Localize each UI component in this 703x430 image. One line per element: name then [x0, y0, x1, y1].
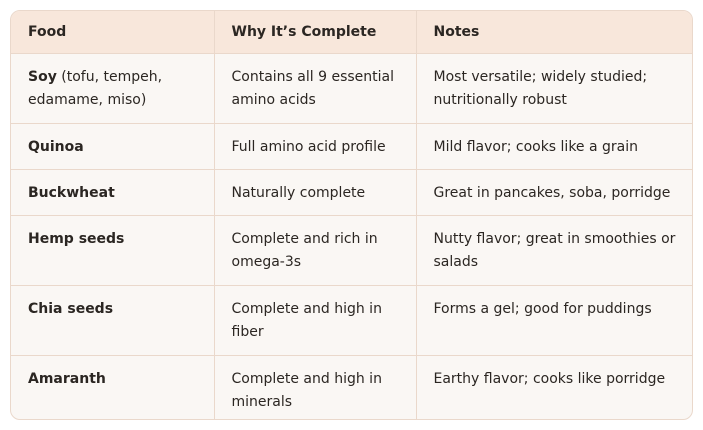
why-cell: Complete and high in minerals	[214, 355, 417, 419]
food-cell: Chia seeds	[11, 285, 215, 356]
notes-cell: Nutty flavor; great in smoothies or sala…	[416, 215, 692, 286]
header-row: Food Why It’s Complete Notes	[11, 11, 692, 54]
why-cell: Contains all 9 essential amino acids	[214, 53, 417, 124]
header-cell: Notes	[416, 11, 692, 54]
table-row: Quinoa Full amino acid profile Mild flavor…	[11, 123, 692, 170]
notes-cell: Earthy flavor; cooks like porridge	[433, 371, 666, 387]
why-cell: Naturally complete	[214, 169, 417, 216]
food-name: Soy	[28, 69, 57, 85]
food-cell: Soy (tofu, tempeh, edamame, miso)	[11, 53, 215, 124]
notes-cell: Great in pancakes, soba, porridge	[416, 169, 692, 216]
food-name: Amaranth	[28, 371, 106, 387]
table-row: Chia seeds Complete and high in fiber Form…	[11, 285, 692, 356]
food-name: Hemp seeds	[28, 231, 125, 247]
header-cell: Why It’s Complete	[214, 11, 417, 54]
table-body: Soy (tofu, tempeh, edamame, miso) Contain…	[11, 53, 692, 419]
food-name: Chia seeds	[28, 301, 114, 317]
header-cell: Food	[11, 11, 215, 54]
table-card: Food Why It’s Complete Notes Soy (tofu, te…	[10, 10, 693, 420]
food-cell: Hemp seeds	[11, 215, 215, 286]
why-cell: Complete and rich in omega-3s	[214, 215, 417, 286]
table-row: Hemp seeds Complete and rich in omega-3s N…	[11, 215, 692, 286]
table-row: Soy (tofu, tempeh, edamame, miso) Contain…	[11, 53, 692, 124]
notes-cell: Mild flavor; cooks like a grain	[416, 123, 692, 170]
food-name: Buckwheat	[28, 185, 115, 201]
food-cell: Buckwheat	[11, 169, 215, 216]
why-cell: Full amino acid profile	[214, 123, 417, 170]
food-cell: Amaranth	[11, 355, 215, 419]
table-row: Buckwheat Naturally complete Great in panc…	[11, 169, 692, 216]
table-row: Amaranth Complete and high in minerals Ear…	[11, 355, 692, 419]
notes-cell: Most versatile; widely studied; nutritio…	[416, 53, 692, 124]
food-name: Quinoa	[28, 139, 84, 155]
why-cell: Complete and high in fiber	[214, 285, 417, 356]
table: Food Why It’s Complete Notes Soy (tofu, te…	[11, 11, 692, 419]
food-cell: Quinoa	[11, 123, 215, 170]
notes-cell: Forms a gel; good for puddings	[416, 285, 692, 356]
food-note: (tofu, tempeh, edamame, miso)	[28, 69, 163, 108]
